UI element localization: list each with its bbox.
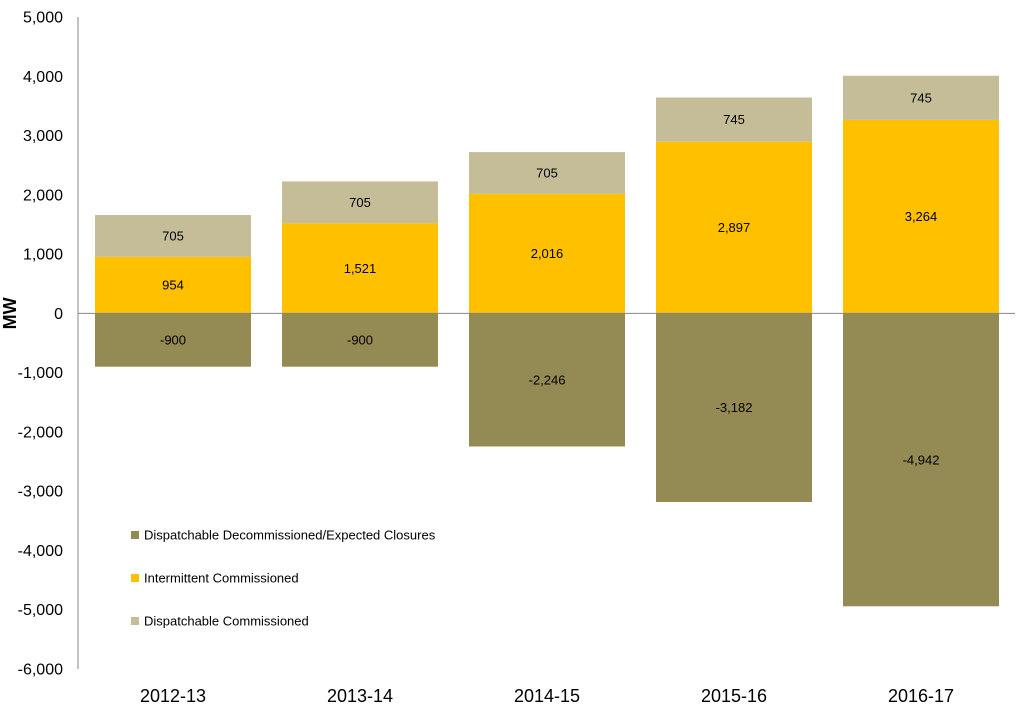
data-label: 745 [910,90,932,105]
bar-intermittent-commissioned-2014-15 [469,193,625,314]
y-tick-label: -2,000 [18,424,63,441]
bar-dispatchable-commissioned-2016-17 [843,75,999,120]
data-label: -2,246 [529,372,566,387]
x-tick-label: 2013-14 [327,686,393,706]
legend-swatch [131,617,139,625]
bar-dispatchable-decommissioned-expected-closures-2012-13 [95,313,251,367]
x-tick-label: 2015-16 [701,686,767,706]
y-tick-label: 5,000 [23,10,63,27]
legend-swatch [131,574,139,582]
legend-label: Intermittent Commissioned [144,571,299,586]
data-label: 705 [162,228,184,243]
bar-dispatchable-commissioned-2015-16 [656,97,812,142]
data-label: 745 [723,112,745,127]
y-tick-label: 1,000 [23,247,63,264]
bar-intermittent-commissioned-2013-14 [282,223,438,314]
data-label: 705 [536,165,558,180]
bar-dispatchable-decommissioned-expected-closures-2014-15 [469,313,625,447]
data-label: -4,942 [903,452,940,467]
bar-dispatchable-decommissioned-expected-closures-2015-16 [656,313,812,502]
x-tick-label: 2014-15 [514,686,580,706]
bar-intermittent-commissioned-2015-16 [656,141,812,314]
data-label: -3,182 [716,400,753,415]
legend-swatch [131,531,139,539]
x-tick-label: 2016-17 [888,686,954,706]
legend-label: Dispatchable Commissioned [144,614,309,629]
y-tick-label: -3,000 [18,484,63,501]
data-label: 954 [162,278,184,293]
y-tick-label: 4,000 [23,69,63,86]
y-tick-label: 3,000 [23,128,63,145]
data-label: 1,521 [344,261,377,276]
bar-intermittent-commissioned-2016-17 [843,119,999,314]
legend: Dispatchable Decommissioned/Expected Clo… [131,528,436,629]
axis-layer: 5,000 4,000 3,000 2,000 1,000 0 -1,000 -2,000 -3… [0,10,1015,706]
data-label: -900 [347,333,373,348]
y-tick-label: -5,000 [18,602,63,619]
bar-dispatchable-commissioned-2013-14 [282,181,438,224]
y-tick-label: -4,000 [18,543,63,560]
y-tick-label: 0 [54,306,63,323]
data-label: 3,264 [905,209,938,224]
data-label: -900 [160,333,186,348]
y-tick-label: -1,000 [18,365,63,382]
bar-dispatchable-commissioned-2012-13 [95,215,251,257]
bar-dispatchable-commissioned-2014-15 [469,152,625,194]
bar-dispatchable-decommissioned-expected-closures-2016-17 [843,313,999,607]
x-tick-label: 2012-13 [140,686,206,706]
data-label: 705 [349,195,371,210]
y-tick-label: 2,000 [23,187,63,204]
legend-label: Dispatchable Decommissioned/Expected Clo… [144,528,436,543]
data-labels-layer: -900 954 705 -900 1,521 705 -2,246 2,016 705 -3,1… [160,90,939,467]
data-label: 2,016 [531,246,564,261]
y-tick-label: -6,000 [18,662,63,679]
y-axis-title: MW [0,297,20,329]
data-label: 2,897 [718,220,751,235]
bars-layer [95,75,999,607]
bar-dispatchable-decommissioned-expected-closures-2013-14 [282,313,438,367]
bar-intermittent-commissioned-2012-13 [95,256,251,314]
